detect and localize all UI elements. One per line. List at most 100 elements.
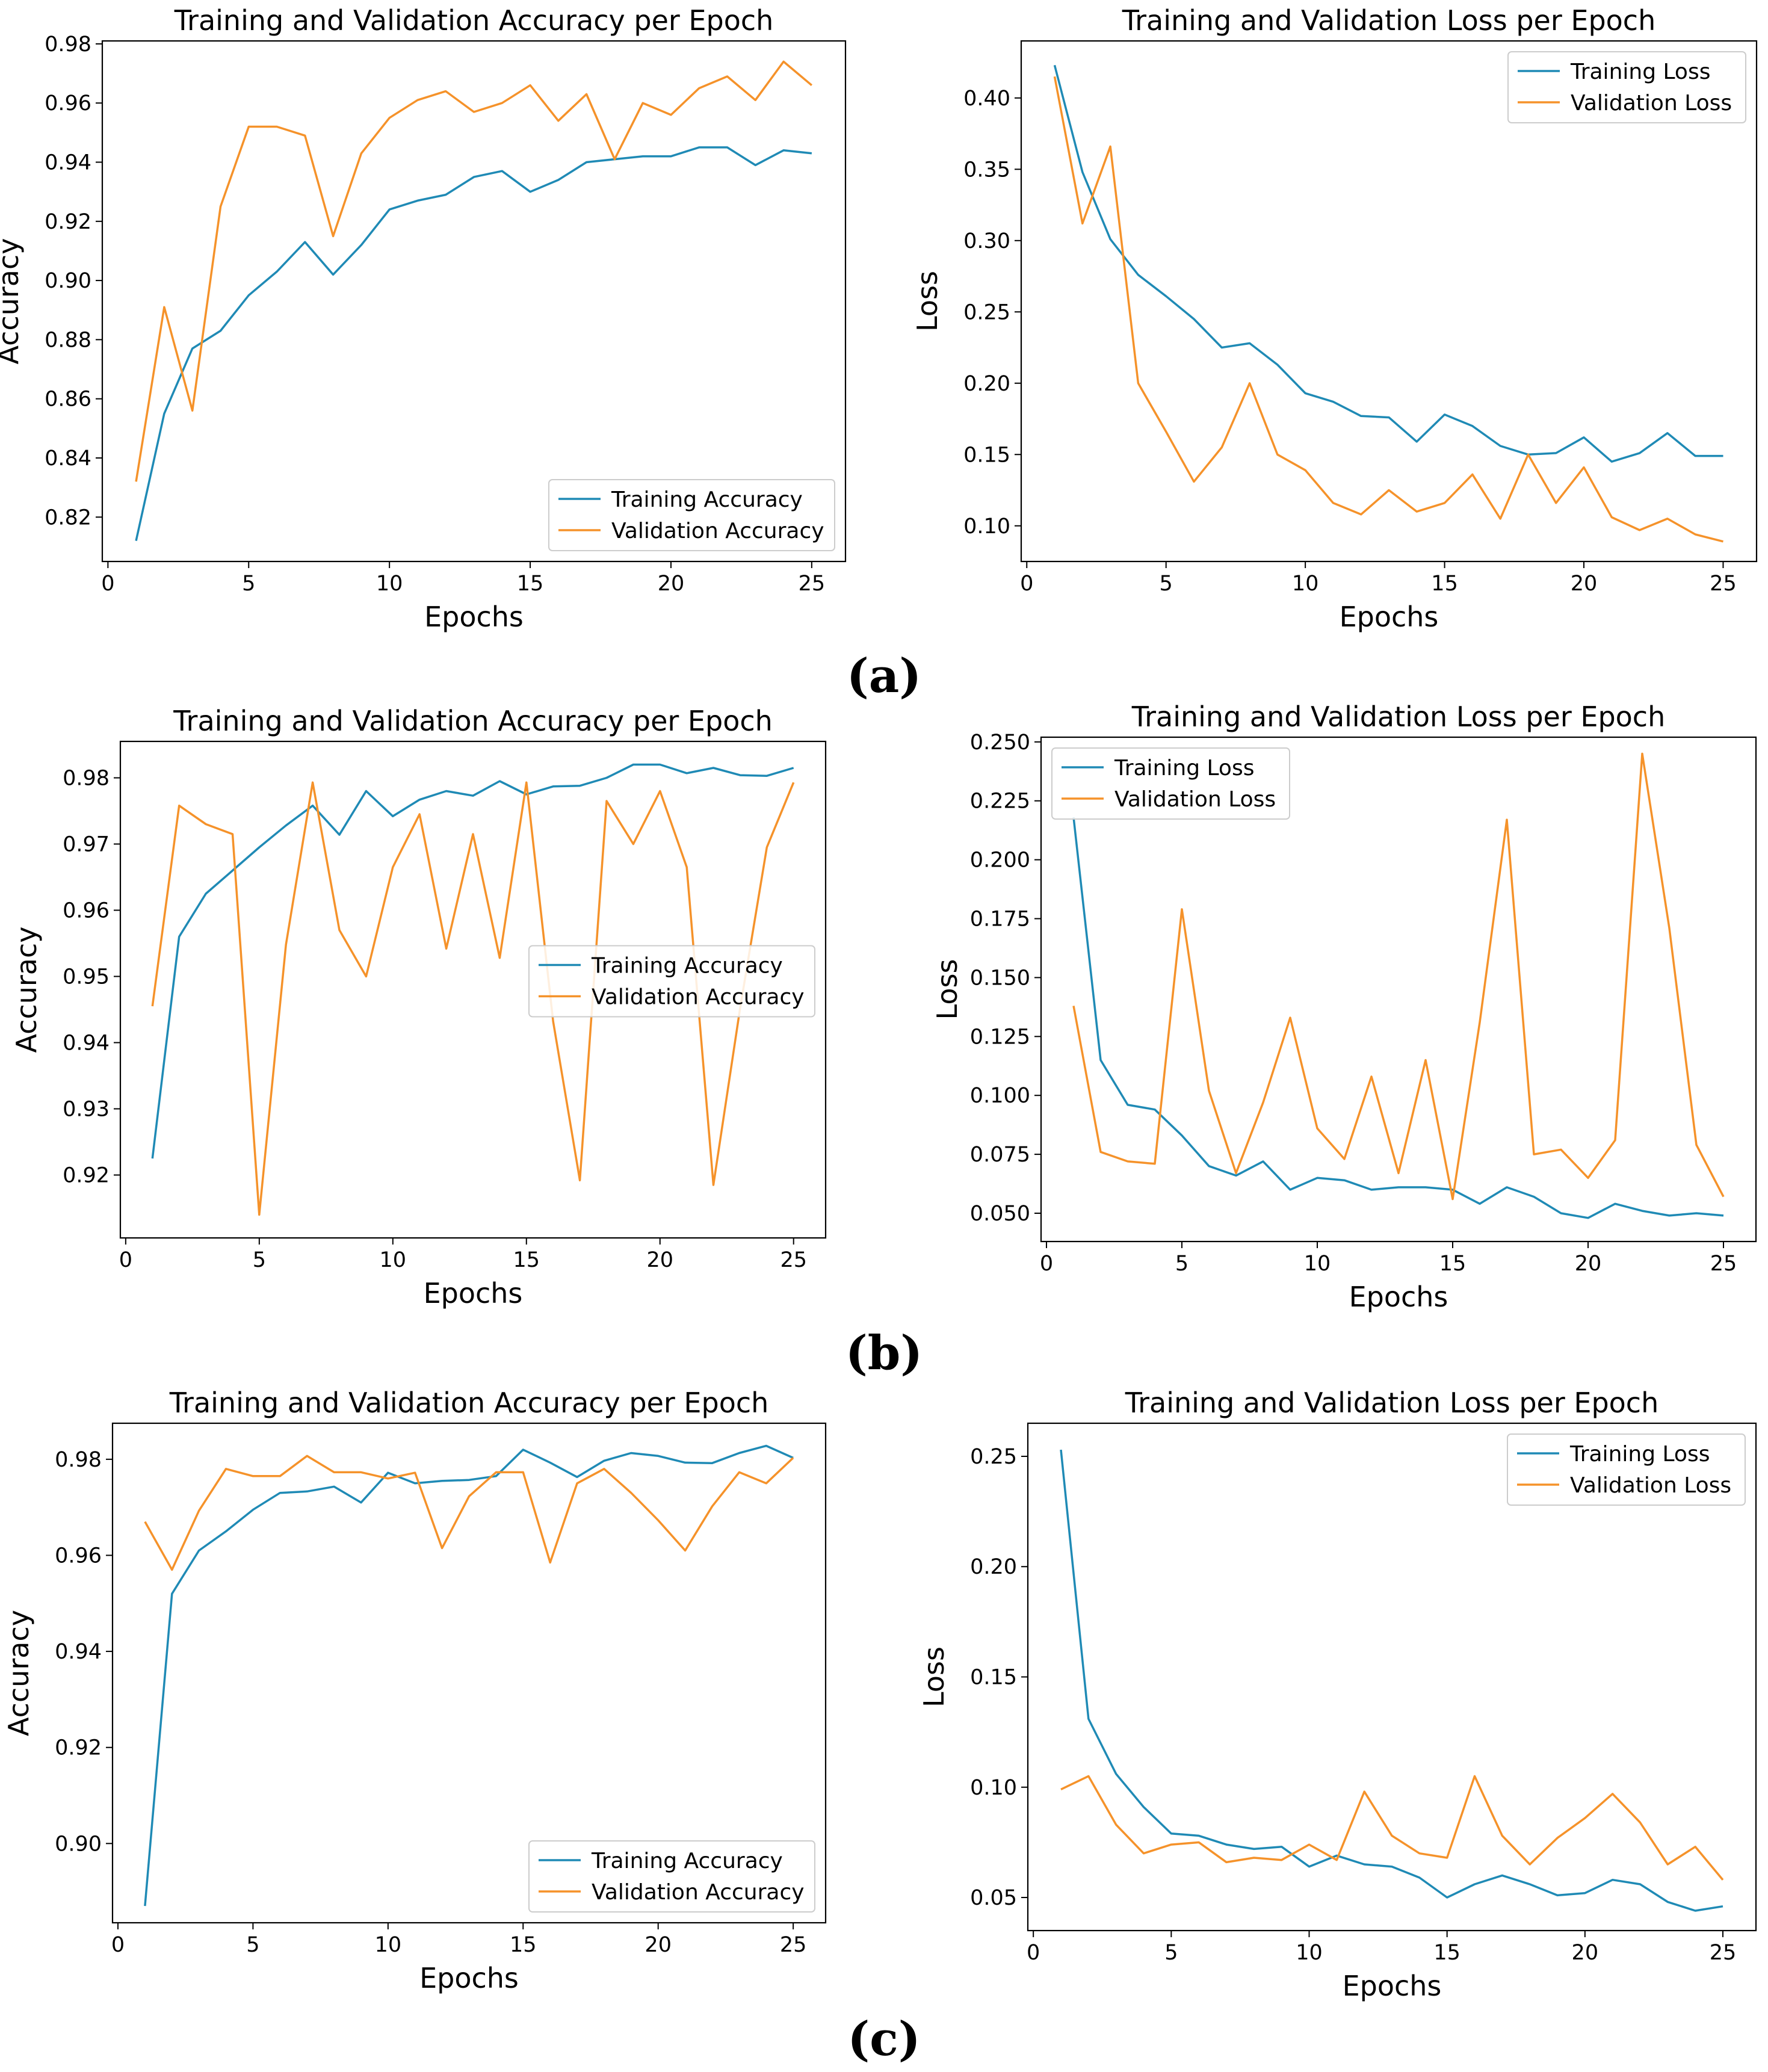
x-tick-label: 0: [1020, 572, 1033, 596]
legend-label-training: Training Loss: [1570, 60, 1710, 84]
legend-label-validation: Validation Accuracy: [611, 519, 824, 543]
y-tick-label: 0.92: [63, 1164, 110, 1188]
x-axis-label: Epochs: [424, 601, 524, 633]
x-tick-label: 0: [111, 1933, 125, 1957]
series-line-validation: [151, 781, 795, 1216]
y-tick-label: 0.98: [63, 767, 110, 791]
y-tick-label: 0.05: [970, 1886, 1017, 1910]
y-tick-label: 0.94: [55, 1640, 102, 1664]
y-tick-label: 0.93: [63, 1098, 110, 1122]
plot-frame: [1027, 1422, 1757, 1932]
chart-title: Training and Validation Loss per Epoch: [1131, 700, 1665, 733]
y-tick-label: 0.25: [963, 300, 1010, 324]
x-tick-label: 0: [1040, 1252, 1053, 1276]
y-tick-label: 0.20: [963, 372, 1010, 396]
y-tick-label: 0.90: [55, 1832, 102, 1856]
y-axis-label: Loss: [931, 959, 963, 1020]
y-tick-label: 0.94: [45, 151, 91, 175]
x-tick-label: 5: [253, 1248, 266, 1272]
y-tick-label: 0.96: [63, 899, 110, 923]
y-tick-label: 0.92: [45, 210, 91, 234]
y-tick-label: 0.40: [963, 87, 1010, 111]
y-tick-label: 0.225: [970, 790, 1030, 814]
series-line-validation: [1053, 76, 1723, 543]
x-tick-label: 10: [1296, 1941, 1323, 1965]
plot-frame: [1040, 736, 1757, 1243]
series-line-validation: [1072, 752, 1725, 1201]
chart-c-loss: Training and Validation Loss per Epoch 0 5…: [918, 1387, 1757, 2002]
y-tick-label: 0.30: [963, 229, 1010, 253]
y-tick-label: 0.90: [45, 269, 91, 293]
x-tick-label: 25: [1710, 1252, 1737, 1276]
legend-box: [1507, 51, 1746, 123]
legend-label-training: Training Loss: [1569, 1442, 1710, 1467]
x-tick-label: 10: [380, 1248, 407, 1272]
x-tick-label: 15: [1439, 1252, 1467, 1276]
y-tick-label: 0.050: [970, 1202, 1030, 1226]
y-tick-label: 0.20: [970, 1555, 1017, 1579]
x-tick-label: 0: [101, 572, 114, 596]
x-tick-label: 5: [242, 572, 255, 596]
x-tick-label: 20: [646, 1248, 673, 1272]
x-axis-label: Epochs: [419, 1962, 519, 1994]
caption-c: (c): [847, 2012, 920, 2067]
x-tick-label: 20: [658, 572, 685, 596]
chart-title: Training and Validation Loss per Epoch: [1125, 1387, 1658, 1419]
x-tick-label: 0: [1027, 1941, 1040, 1965]
chart-title: Training and Validation Accuracy per Epo…: [174, 4, 774, 37]
caption-b: (b): [845, 1326, 923, 1381]
legend-label-training: Training Accuracy: [591, 954, 783, 979]
legend-label-training: Training Accuracy: [591, 1849, 783, 1873]
x-axis-label: Epochs: [424, 1277, 523, 1310]
legend-box: [1507, 1433, 1746, 1506]
legend-label-training: Training Accuracy: [611, 487, 803, 512]
legend: Training Loss Validation Loss: [1051, 747, 1290, 820]
y-tick-label: 0.94: [63, 1031, 110, 1056]
y-axis-label: Accuracy: [2, 1610, 35, 1736]
x-tick-label: 20: [1571, 572, 1598, 596]
plot-frame: [111, 1422, 827, 1924]
x-tick-label: 25: [780, 1933, 807, 1957]
x-tick-label: 20: [1575, 1252, 1602, 1276]
legend-box: [528, 1840, 815, 1913]
legend: Training Loss Validation Loss: [1507, 1433, 1746, 1506]
y-axis-label: Accuracy: [10, 926, 43, 1053]
y-tick-label: 0.150: [970, 966, 1030, 990]
legend-label-validation: Validation Loss: [1570, 1473, 1731, 1498]
x-tick-label: 5: [1175, 1252, 1188, 1276]
legend-label-validation: Validation Loss: [1114, 787, 1276, 812]
legend-box: [1051, 747, 1290, 820]
y-tick-label: 0.125: [970, 1025, 1030, 1049]
chart-a-accuracy: Training and Validation Accuracy per Epo…: [0, 4, 847, 633]
x-tick-label: 20: [644, 1933, 672, 1957]
legend-label-validation: Validation Loss: [1571, 91, 1732, 116]
charts-layer: Training and Validation Accuracy per Epo…: [0, 4, 1758, 2002]
y-tick-label: 0.95: [63, 965, 110, 989]
y-tick-label: 0.10: [963, 515, 1010, 539]
x-tick-label: 15: [1433, 1941, 1460, 1965]
legend: Training Accuracy Validation Accuracy: [528, 1840, 815, 1913]
chart-title: Training and Validation Accuracy per Epo…: [169, 1387, 769, 1419]
legend-label-validation: Validation Accuracy: [592, 1880, 805, 1905]
y-tick-label: 0.97: [63, 833, 110, 857]
x-axis-label: Epochs: [1340, 601, 1439, 633]
x-tick-label: 20: [1572, 1941, 1599, 1965]
chart-b-accuracy: Training and Validation Accuracy per Epo…: [10, 705, 827, 1310]
y-tick-label: 0.92: [55, 1736, 102, 1760]
y-tick-label: 0.84: [45, 447, 91, 471]
y-tick-label: 0.175: [970, 908, 1030, 932]
x-tick-label: 15: [513, 1248, 540, 1272]
y-tick-label: 0.250: [970, 731, 1030, 755]
series-line-training: [135, 146, 812, 541]
series-line-validation: [144, 1455, 794, 1571]
series-line-validation: [135, 60, 813, 482]
chart-c-accuracy: Training and Validation Accuracy per Epo…: [2, 1387, 827, 1994]
y-tick-label: 0.15: [963, 443, 1010, 467]
y-tick-label: 0.96: [45, 91, 91, 116]
legend-box: [528, 945, 815, 1018]
y-tick-label: 0.82: [45, 506, 91, 530]
x-tick-label: 10: [1304, 1252, 1331, 1276]
y-axis-label: Loss: [911, 271, 944, 332]
plot-frame: [101, 40, 847, 563]
